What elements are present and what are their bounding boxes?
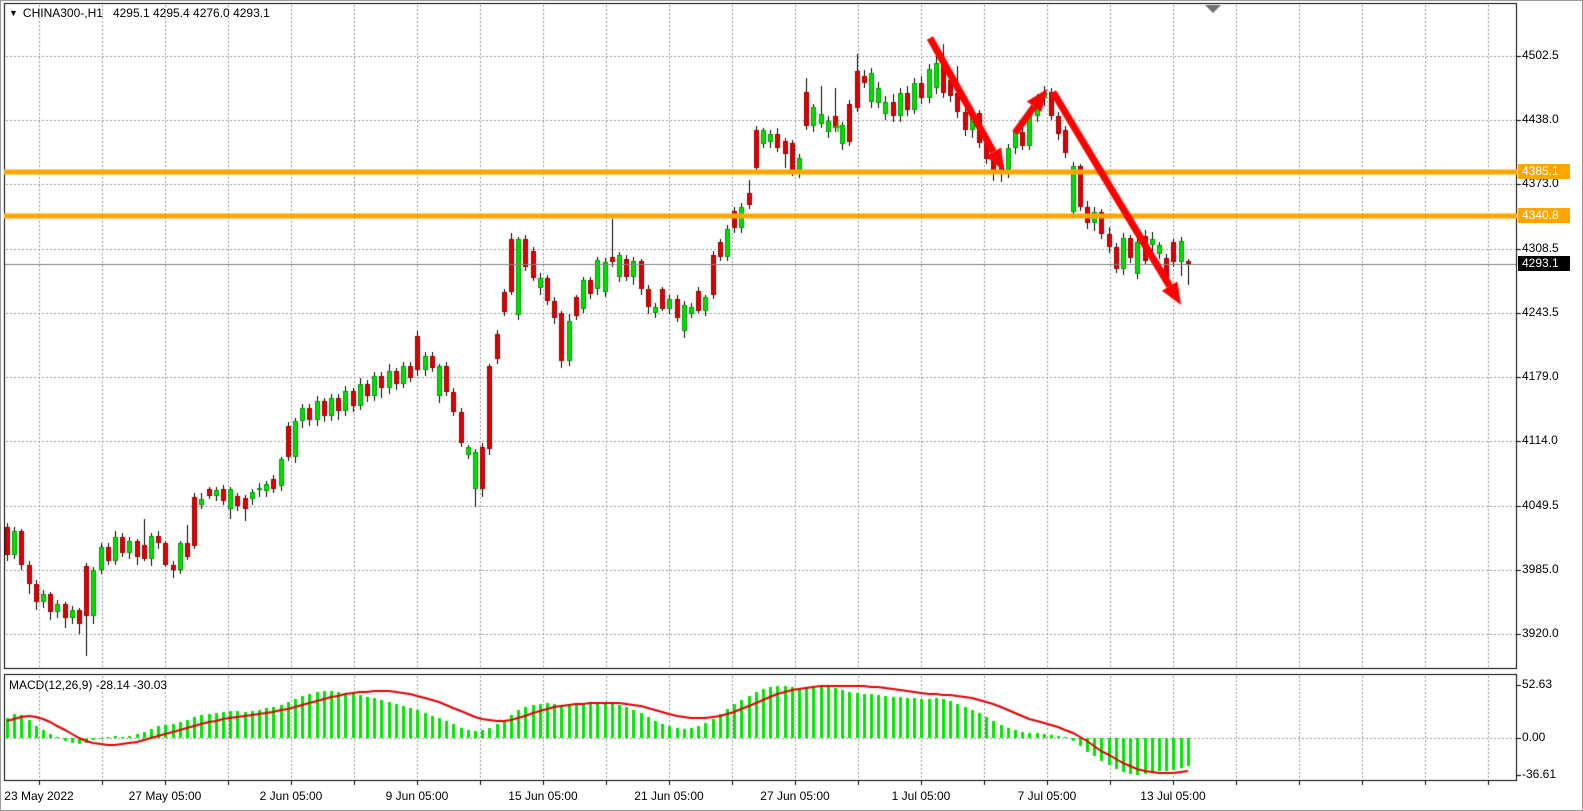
chart-dropdown-icon[interactable]: ▼ bbox=[9, 8, 18, 18]
resistance-line-badge-2: 4340.8 bbox=[1518, 208, 1570, 223]
time-axis-label: 23 May 2022 bbox=[4, 789, 74, 803]
time-axis-label: 1 Jul 05:00 bbox=[891, 789, 951, 803]
price-axis-label: 4179.0 bbox=[1522, 369, 1559, 383]
price-axis-label: 3985.0 bbox=[1522, 562, 1559, 576]
symbol-period-label: CHINA300-,H1 bbox=[22, 6, 103, 20]
resistance-line-badge-1: 4385.1 bbox=[1518, 164, 1570, 179]
chart-title: ▼ CHINA300-,H1 4295.1 4295.4 4276.0 4293.1 bbox=[9, 6, 270, 20]
price-axis-label: 4373.0 bbox=[1522, 176, 1559, 190]
price-axis-label: 4502.5 bbox=[1522, 48, 1559, 62]
price-axis-label: 4114.0 bbox=[1522, 433, 1558, 447]
price-axis-label: 4308.5 bbox=[1522, 241, 1559, 255]
time-axis-label: 7 Jul 05:00 bbox=[1017, 789, 1077, 803]
price-axis-label: 4049.5 bbox=[1522, 498, 1559, 512]
time-axis-label: 9 Jun 05:00 bbox=[385, 789, 449, 803]
time-axis-label: 13 Jul 05:00 bbox=[1140, 789, 1206, 803]
time-axis-label: 2 Jun 05:00 bbox=[259, 789, 323, 803]
price-axis-label: 4243.5 bbox=[1522, 305, 1559, 319]
macd-axis-label: -36.61 bbox=[1522, 767, 1557, 781]
time-axis-label: 27 Jun 05:00 bbox=[760, 789, 830, 803]
macd-axis-label: 52.63 bbox=[1522, 677, 1553, 691]
current-price-badge: 4293.1 bbox=[1518, 256, 1570, 271]
time-axis-label: 21 Jun 05:00 bbox=[634, 789, 704, 803]
macd-axis-label: 0.00 bbox=[1522, 730, 1546, 744]
time-axis-label: 27 May 05:00 bbox=[128, 789, 202, 803]
price-axis-label: 3920.0 bbox=[1522, 626, 1559, 640]
macd-indicator-label: MACD(12,26,9) -28.14 -30.03 bbox=[9, 678, 168, 692]
time-axis-label: 15 Jun 05:00 bbox=[508, 789, 578, 803]
ohlc-readout: 4295.1 4295.4 4276.0 4293.1 bbox=[112, 6, 270, 20]
price-axis-label: 4438.0 bbox=[1522, 112, 1559, 126]
